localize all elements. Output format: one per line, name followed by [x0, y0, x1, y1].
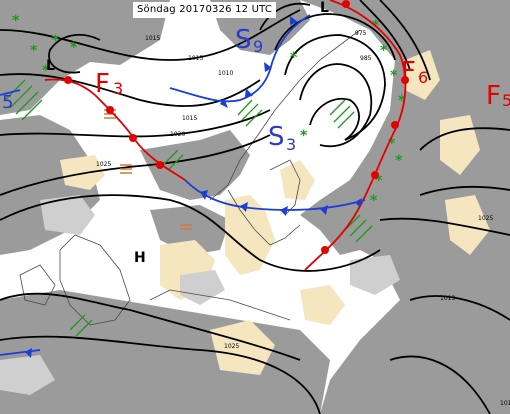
map-title: Söndag 20170326 12 UTC: [133, 2, 277, 18]
shower-symbol-icon: *: [380, 43, 388, 59]
shower-symbol-icon: *: [370, 193, 378, 209]
low-label-f3: F: [95, 69, 110, 99]
front-triangle-icon: [25, 16, 362, 358]
pressure-centers: F 3 F 6 F 5 S 9 S 3 5 L L H: [2, 0, 510, 266]
shower-symbol-icon: *: [390, 68, 398, 84]
isobar-label: 985: [360, 55, 372, 62]
shower-symbol-icon: *: [290, 50, 298, 66]
high-label-s3: S: [268, 122, 285, 152]
low-marker-north: L: [320, 0, 329, 16]
isobar-labels: 1020 1025 1025 1015 1010 1015 1017 975 9…: [96, 30, 510, 407]
shower-symbol-icon: *: [52, 33, 60, 49]
fog-symbol-icon: [120, 164, 132, 174]
low-label-f6: F: [401, 57, 416, 87]
isobar-label: 1015: [182, 115, 197, 122]
isobar-label: 1015: [188, 55, 203, 62]
low-label-f5: F: [486, 81, 501, 111]
low-number-f3: 3: [113, 79, 123, 98]
isobar-label: 1015: [145, 35, 160, 42]
shower-symbol-icon: *: [375, 173, 383, 189]
high-label-s9: S: [235, 25, 252, 55]
isobar-label: 1020: [170, 131, 185, 138]
shower-symbols: * * * * * * * * * * * * * * *: [12, 13, 406, 209]
isobar-label: 1010: [218, 70, 233, 77]
edge-label-5: 5: [2, 92, 13, 113]
cold-front: [0, 14, 366, 358]
isobar-label: 1017: [500, 400, 510, 407]
fog-symbol-icon: [180, 224, 192, 230]
isobar-label: 1025: [96, 161, 111, 168]
shower-symbol-icon: *: [398, 93, 406, 109]
shower-symbol-icon: *: [30, 43, 38, 59]
precip-areas: [4, 79, 373, 337]
shower-symbol-icon: *: [395, 153, 403, 169]
isobar-label: 975: [355, 30, 367, 37]
high-number-s9: 9: [253, 37, 263, 56]
shower-symbol-icon: *: [12, 13, 20, 29]
warm-front: [44, 0, 409, 271]
shower-symbol-icon: *: [300, 128, 308, 144]
low-number-f6: 6: [418, 68, 428, 87]
high-marker-center: H: [134, 250, 146, 266]
high-number-s3: 3: [286, 135, 296, 154]
isobar-label: 1025: [224, 343, 239, 350]
shower-symbol-icon: *: [388, 136, 396, 152]
shower-symbol-icon: *: [42, 63, 50, 79]
shower-symbol-icon: *: [70, 40, 78, 56]
isobar-label: 1013: [440, 295, 455, 302]
low-number-f5: 5: [502, 91, 510, 110]
isobar-label: 1025: [478, 215, 493, 222]
front-semicircle-icon: [64, 0, 409, 254]
light-cloud-layer: [0, 195, 400, 395]
low-marker-west: L: [46, 58, 55, 74]
